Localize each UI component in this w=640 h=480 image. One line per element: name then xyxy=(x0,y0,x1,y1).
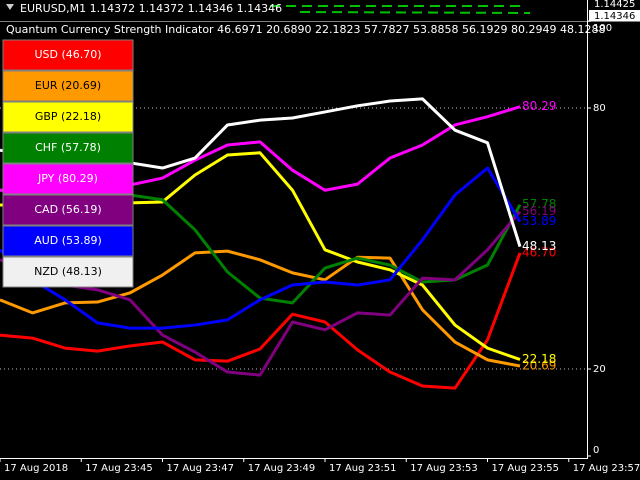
legend-button-bg xyxy=(2,225,134,257)
symbol-info: EURUSD,M1 1.14372 1.14372 1.14346 1.1434… xyxy=(20,2,282,15)
series-line xyxy=(0,166,522,330)
legend-button[interactable]: CAD (56.19) xyxy=(2,194,134,226)
x-tick-label: 17 Aug 23:55 xyxy=(492,463,559,474)
y-tick-label: 20 xyxy=(593,364,606,375)
legend-button[interactable]: EUR (20.69) xyxy=(2,70,134,102)
x-tick-label: 17 Aug 23:45 xyxy=(85,463,152,474)
legend-label: USD (46.70) xyxy=(34,48,101,61)
x-tick-label: 17 Aug 23:51 xyxy=(329,463,396,474)
legend-button[interactable]: CHF (57.78) xyxy=(2,132,134,164)
symbol-icon xyxy=(6,4,14,10)
legend-button-bg xyxy=(2,163,134,195)
legend-label: CAD (56.19) xyxy=(34,203,101,216)
y-tick-label: 100 xyxy=(593,23,612,34)
price-label-box xyxy=(589,10,640,21)
value-label: 80.29 xyxy=(522,99,556,113)
legend-label: AUD (53.89) xyxy=(34,234,102,247)
legend-button-bg xyxy=(2,132,134,164)
legend-label: JPY (80.29) xyxy=(37,172,98,185)
legend-button-bg xyxy=(2,101,134,133)
price-label: 1.14425 xyxy=(594,0,635,10)
x-tick-label: 17 Aug 23:57 xyxy=(573,463,640,474)
series-line xyxy=(0,210,522,377)
legend-button[interactable]: JPY (80.29) xyxy=(2,163,134,195)
legend-button[interactable]: GBP (22.18) xyxy=(2,101,134,133)
value-label: 57.78 xyxy=(522,197,556,211)
y-tick-label: 80 xyxy=(593,103,606,114)
legend-button-bg xyxy=(2,194,134,226)
legend-label: CHF (57.78) xyxy=(35,141,101,154)
legend-label: NZD (48.13) xyxy=(34,265,102,278)
value-label: 20.69 xyxy=(522,358,556,372)
chart-title: Quantum Currency Strength Indicator 46.6… xyxy=(6,23,605,36)
x-tick-label: 17 Aug 23:47 xyxy=(167,463,234,474)
legend-label: EUR (20.69) xyxy=(35,79,101,92)
series-line xyxy=(0,249,521,368)
legend-button-bg xyxy=(2,256,134,288)
legend-button[interactable]: AUD (53.89) xyxy=(2,225,134,257)
value-label: 56.19 xyxy=(522,204,556,218)
value-label: 48.13 xyxy=(522,239,556,253)
legend-label: GBP (22.18) xyxy=(35,110,101,123)
price-label: 1.14346 xyxy=(594,11,635,22)
legend-button-bg xyxy=(2,70,134,102)
series-line xyxy=(0,252,522,390)
legend-button[interactable]: USD (46.70) xyxy=(2,39,134,71)
value-label: 22.18 xyxy=(522,352,556,366)
value-label: 53.89 xyxy=(522,214,556,228)
x-tick-label: 17 Aug 2018 xyxy=(4,463,68,474)
legend-button-bg xyxy=(2,39,134,71)
price-bars xyxy=(270,5,531,14)
price-bar-line xyxy=(299,11,531,14)
value-label: 46.70 xyxy=(522,245,556,259)
legend-button[interactable]: NZD (48.13) xyxy=(2,256,134,288)
x-tick-label: 17 Aug 23:53 xyxy=(410,463,477,474)
y-tick-label: 0 xyxy=(593,445,599,456)
x-tick-label: 17 Aug 23:49 xyxy=(248,463,315,474)
